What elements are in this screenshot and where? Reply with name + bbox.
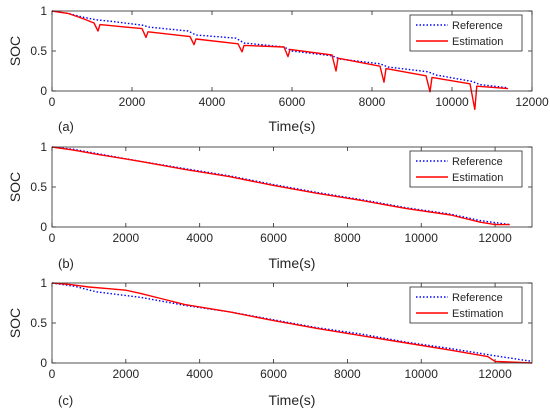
series-line-estimation — [51, 146, 510, 226]
x-axis-label: Time(s) — [269, 118, 316, 134]
y-tick-label: 0 — [40, 220, 47, 234]
y-tick-label: 0.5 — [30, 44, 47, 58]
legend-label-estimation: Estimation — [452, 172, 503, 184]
x-ticks: 0 2000 4000 6000 8000 10000 12000 — [49, 11, 549, 109]
panel-b: 0 2000 4000 6000 8000 10000 12000 0 0.5 1 (b) Ti… — [7, 140, 533, 271]
x-tick-label: 2000 — [119, 95, 146, 109]
legend-box — [409, 286, 523, 324]
x-tick-label: 4000 — [199, 95, 226, 109]
x-tick-label: 8000 — [334, 231, 361, 245]
x-tick-label: 8000 — [334, 367, 361, 381]
x-tick-label: 6000 — [279, 95, 306, 109]
panel-label: (a) — [58, 119, 74, 134]
x-tick-label: 0 — [49, 95, 56, 109]
x-axis-label: Time(s) — [269, 392, 316, 408]
x-tick-label: 10000 — [435, 95, 469, 109]
x-tick-label: 12000 — [515, 95, 549, 109]
panel-a: 0 2000 4000 6000 8000 10000 12000 0 0.5 1 (a) Ti… — [7, 4, 549, 134]
y-tick-label: 1 — [40, 276, 47, 290]
series-group — [51, 282, 533, 364]
series-line-estimation — [51, 10, 509, 111]
legend-label-estimation: Estimation — [452, 36, 503, 48]
x-tick-label: 6000 — [260, 367, 287, 381]
x-ticks: 0 2000 4000 6000 8000 10000 12000 — [49, 147, 512, 245]
x-tick-label: 0 — [49, 231, 56, 245]
axes-frame — [51, 146, 533, 228]
x-tick-label: 2000 — [112, 367, 139, 381]
legend-label-reference: Reference — [452, 20, 503, 32]
legend: Reference Estimation — [409, 14, 523, 52]
x-tick-label: 6000 — [260, 231, 287, 245]
panel-c: 0 2000 4000 6000 8000 10000 12000 0 0.5 1 (c) Ti… — [7, 276, 533, 408]
y-tick-label: 1 — [40, 140, 47, 154]
y-tick-label: 0 — [40, 84, 47, 98]
axes-frame — [51, 10, 533, 92]
x-tick-label: 4000 — [186, 231, 213, 245]
panel-label: (c) — [58, 393, 73, 408]
x-tick-label: 10000 — [405, 367, 439, 381]
legend-label-estimation: Estimation — [452, 308, 503, 320]
y-tick-label: 0.5 — [30, 316, 47, 330]
axes-frame — [51, 282, 533, 364]
y-tick-label: 0.5 — [30, 180, 47, 194]
series-line-reference — [51, 282, 533, 363]
series-group — [51, 146, 510, 226]
legend: Reference Estimation — [409, 286, 523, 324]
series-line-reference — [51, 10, 509, 89]
y-axis-label: SOC — [7, 172, 23, 202]
x-tick-label: 2000 — [112, 231, 139, 245]
legend-box — [409, 14, 523, 52]
y-tick-label: 0 — [40, 356, 47, 370]
x-tick-label: 8000 — [359, 95, 386, 109]
legend-box — [409, 150, 523, 188]
x-tick-label: 12000 — [478, 231, 512, 245]
legend: Reference Estimation — [409, 150, 523, 188]
x-tick-label: 0 — [49, 367, 56, 381]
x-tick-label: 4000 — [186, 367, 213, 381]
legend-label-reference: Reference — [452, 156, 503, 168]
y-axis-label: SOC — [7, 308, 23, 338]
y-tick-label: 1 — [40, 4, 47, 18]
x-tick-label: 10000 — [405, 231, 439, 245]
x-axis-label: Time(s) — [269, 255, 316, 271]
series-group — [51, 10, 509, 111]
panel-label: (b) — [58, 256, 74, 271]
series-line-reference — [51, 146, 510, 226]
y-axis-label: SOC — [7, 36, 23, 66]
legend-label-reference: Reference — [452, 292, 503, 304]
x-tick-label: 12000 — [478, 367, 512, 381]
x-ticks: 0 2000 4000 6000 8000 10000 12000 — [49, 283, 512, 381]
series-line-estimation — [51, 282, 533, 364]
